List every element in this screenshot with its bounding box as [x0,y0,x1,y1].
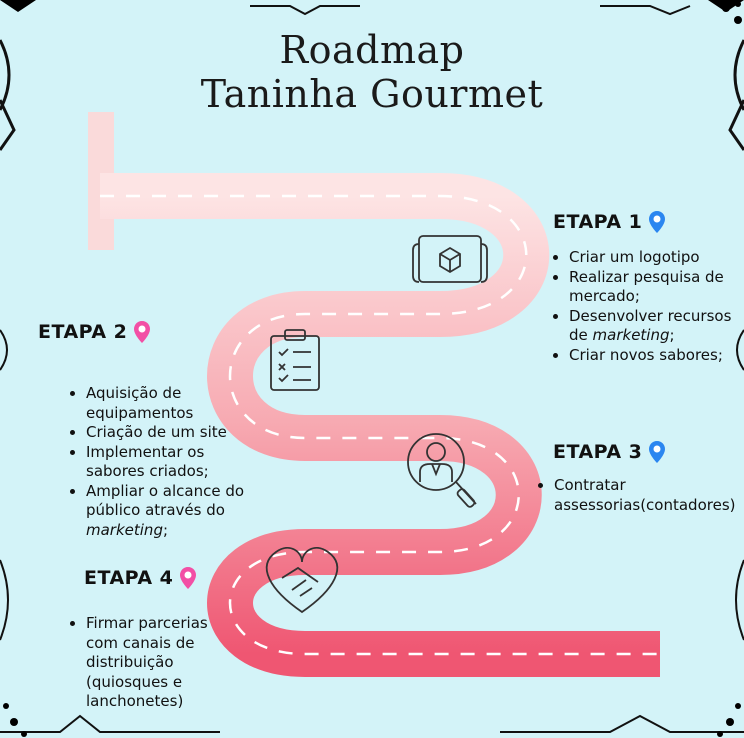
list-item: Aquisição de equipamentos [86,384,256,423]
handshake-heart-icon [265,547,339,614]
winding-road [88,112,660,677]
checklist-clipboard-icon [270,329,320,391]
list-item: Implementar os sabores criados; [86,443,256,482]
pink-location-pin-icon [180,567,197,589]
list-item: Desenvolver recursos de marketing; [569,307,744,346]
consultant-magnifier-icon [407,433,477,508]
list-item: Criação de um site [86,423,256,443]
list-item: Contratar assessorias(contadores) [554,476,744,515]
decorative-border [0,5,744,733]
stage-4-list: Firmar parcerias com canais de distribui… [70,614,226,712]
list-item: Criar novos sabores; [569,346,744,366]
stage-1-list: Criar um logotipo Realizar pesquisa de m… [553,248,744,365]
list-item: Ampliar o alcance do público através do … [86,482,256,541]
list-item: Firmar parcerias com canais de distribui… [86,614,226,712]
map-blueprint-icon [412,235,488,283]
stage-4-heading: ETAPA 4 [84,566,197,590]
stage-4-label: ETAPA 4 [84,567,174,589]
stage-3-label: ETAPA 3 [553,441,643,463]
blue-location-pin-icon [649,211,666,233]
blue-location-pin-icon [649,441,666,463]
stage-2-heading: ETAPA 2 [38,320,151,344]
stage-2-label: ETAPA 2 [38,321,128,343]
stage-3-list: Contratar assessorias(contadores) [538,476,744,515]
stage-1-heading: ETAPA 1 [553,210,666,234]
stage-2-list: Aquisição de equipamentos Criação de um … [70,384,256,540]
page-title: Roadmap Taninha Gourmet [0,28,744,116]
pink-location-pin-icon [134,321,151,343]
title-line-2: Taninha Gourmet [200,72,544,116]
list-item: Realizar pesquisa de mercado; [569,268,744,307]
list-item: Criar um logotipo [569,248,744,268]
stage-1-label: ETAPA 1 [553,211,643,233]
stage-3-heading: ETAPA 3 [553,440,666,464]
title-line-1: Roadmap [279,28,465,72]
